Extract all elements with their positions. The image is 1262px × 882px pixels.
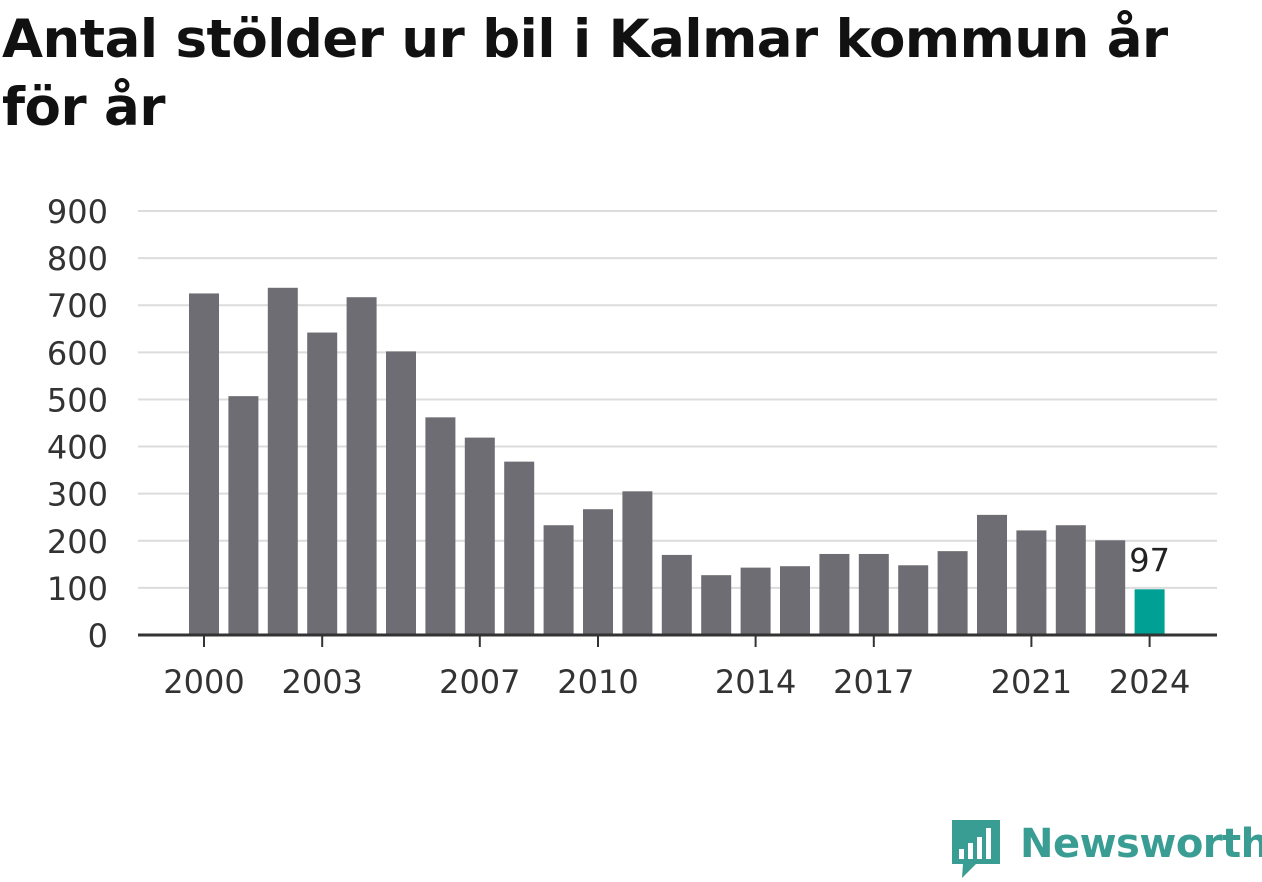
y-tick-label: 300 bbox=[47, 476, 108, 514]
bar bbox=[543, 525, 574, 635]
bar bbox=[267, 287, 298, 635]
x-tick-label: 2014 bbox=[715, 663, 796, 701]
y-tick-label: 900 bbox=[47, 193, 108, 231]
y-tick-label: 500 bbox=[47, 381, 108, 419]
bar bbox=[622, 491, 653, 635]
y-tick-label: 100 bbox=[47, 570, 108, 608]
y-tick-label: 700 bbox=[47, 287, 108, 325]
x-tick-label: 2000 bbox=[163, 663, 244, 701]
bar bbox=[780, 566, 810, 635]
bar bbox=[583, 509, 613, 635]
data-label: 97 bbox=[1129, 541, 1170, 579]
y-tick-label: 400 bbox=[47, 429, 108, 467]
bar bbox=[819, 553, 850, 635]
bar-highlight bbox=[1134, 589, 1165, 635]
bar bbox=[386, 351, 416, 635]
y-tick-label: 600 bbox=[47, 334, 108, 372]
bar bbox=[858, 553, 889, 635]
newsworthy-logo-icon bbox=[952, 820, 1000, 878]
brand-logo: Newsworthy bbox=[950, 818, 1262, 882]
bar bbox=[740, 567, 771, 635]
x-tick-label: 2010 bbox=[557, 663, 638, 701]
bar bbox=[346, 297, 377, 635]
chart-title: Antal stölder ur bil i Kalmar kommun år … bbox=[2, 9, 1168, 138]
x-tick-label: 2003 bbox=[281, 663, 362, 701]
x-tick-label: 2017 bbox=[833, 663, 914, 701]
bar bbox=[504, 461, 535, 635]
y-tick-label: 200 bbox=[47, 523, 108, 561]
y-tick-label: 800 bbox=[47, 240, 108, 278]
bar bbox=[425, 417, 456, 635]
bar bbox=[898, 565, 929, 635]
y-tick-label: 0 bbox=[88, 617, 108, 655]
bar bbox=[1016, 530, 1047, 635]
x-tick-label: 2021 bbox=[991, 663, 1072, 701]
bar bbox=[701, 575, 732, 635]
x-tick-label: 2007 bbox=[439, 663, 520, 701]
bar bbox=[228, 396, 259, 635]
brand-name: Newsworthy bbox=[1020, 821, 1262, 867]
bar bbox=[937, 551, 968, 635]
x-tick-label: 2024 bbox=[1109, 663, 1190, 701]
bar bbox=[977, 514, 1007, 635]
bar bbox=[189, 293, 219, 635]
bar bbox=[1095, 540, 1126, 635]
bar bbox=[464, 437, 495, 635]
bar bbox=[307, 332, 338, 635]
bar bbox=[1055, 525, 1086, 635]
bar bbox=[661, 554, 692, 635]
